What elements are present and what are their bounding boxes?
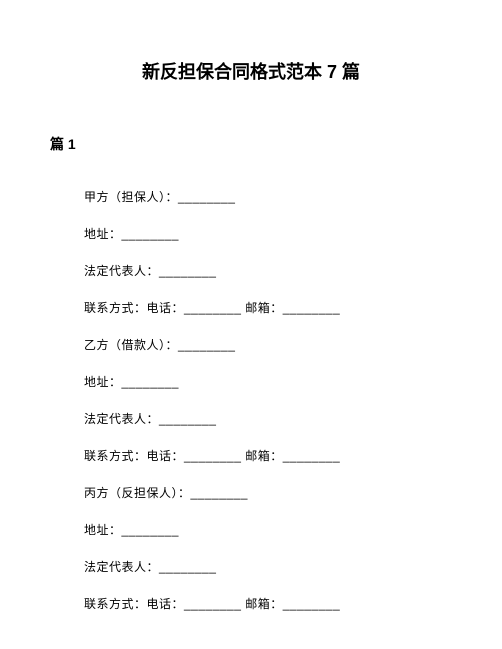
field-line: 乙方（借款人）：________ xyxy=(84,336,452,353)
field-line: 地址：________ xyxy=(84,225,452,242)
field-line: 联系方式：电话：________ 邮箱：________ xyxy=(84,299,452,316)
field-line: 地址：________ xyxy=(84,521,452,538)
field-line: 法定代表人：________ xyxy=(84,262,452,279)
form-fields: 甲方（担保人）：________ 地址：________ 法定代表人：_____… xyxy=(50,188,452,612)
section-heading: 篇 1 xyxy=(50,134,452,154)
field-line: 地址：________ xyxy=(84,373,452,390)
field-line: 联系方式：电话：________ 邮箱：________ xyxy=(84,595,452,612)
document-page: 新反担保合同格式范本 7 篇 篇 1 甲方（担保人）：________ 地址：_… xyxy=(0,0,502,612)
field-line: 联系方式：电话：________ 邮箱：________ xyxy=(84,447,452,464)
field-line: 法定代表人：________ xyxy=(84,558,452,575)
field-line: 法定代表人：________ xyxy=(84,410,452,427)
field-line: 丙方（反担保人）：________ xyxy=(84,484,452,501)
page-title: 新反担保合同格式范本 7 篇 xyxy=(50,58,452,84)
field-line: 甲方（担保人）：________ xyxy=(84,188,452,205)
